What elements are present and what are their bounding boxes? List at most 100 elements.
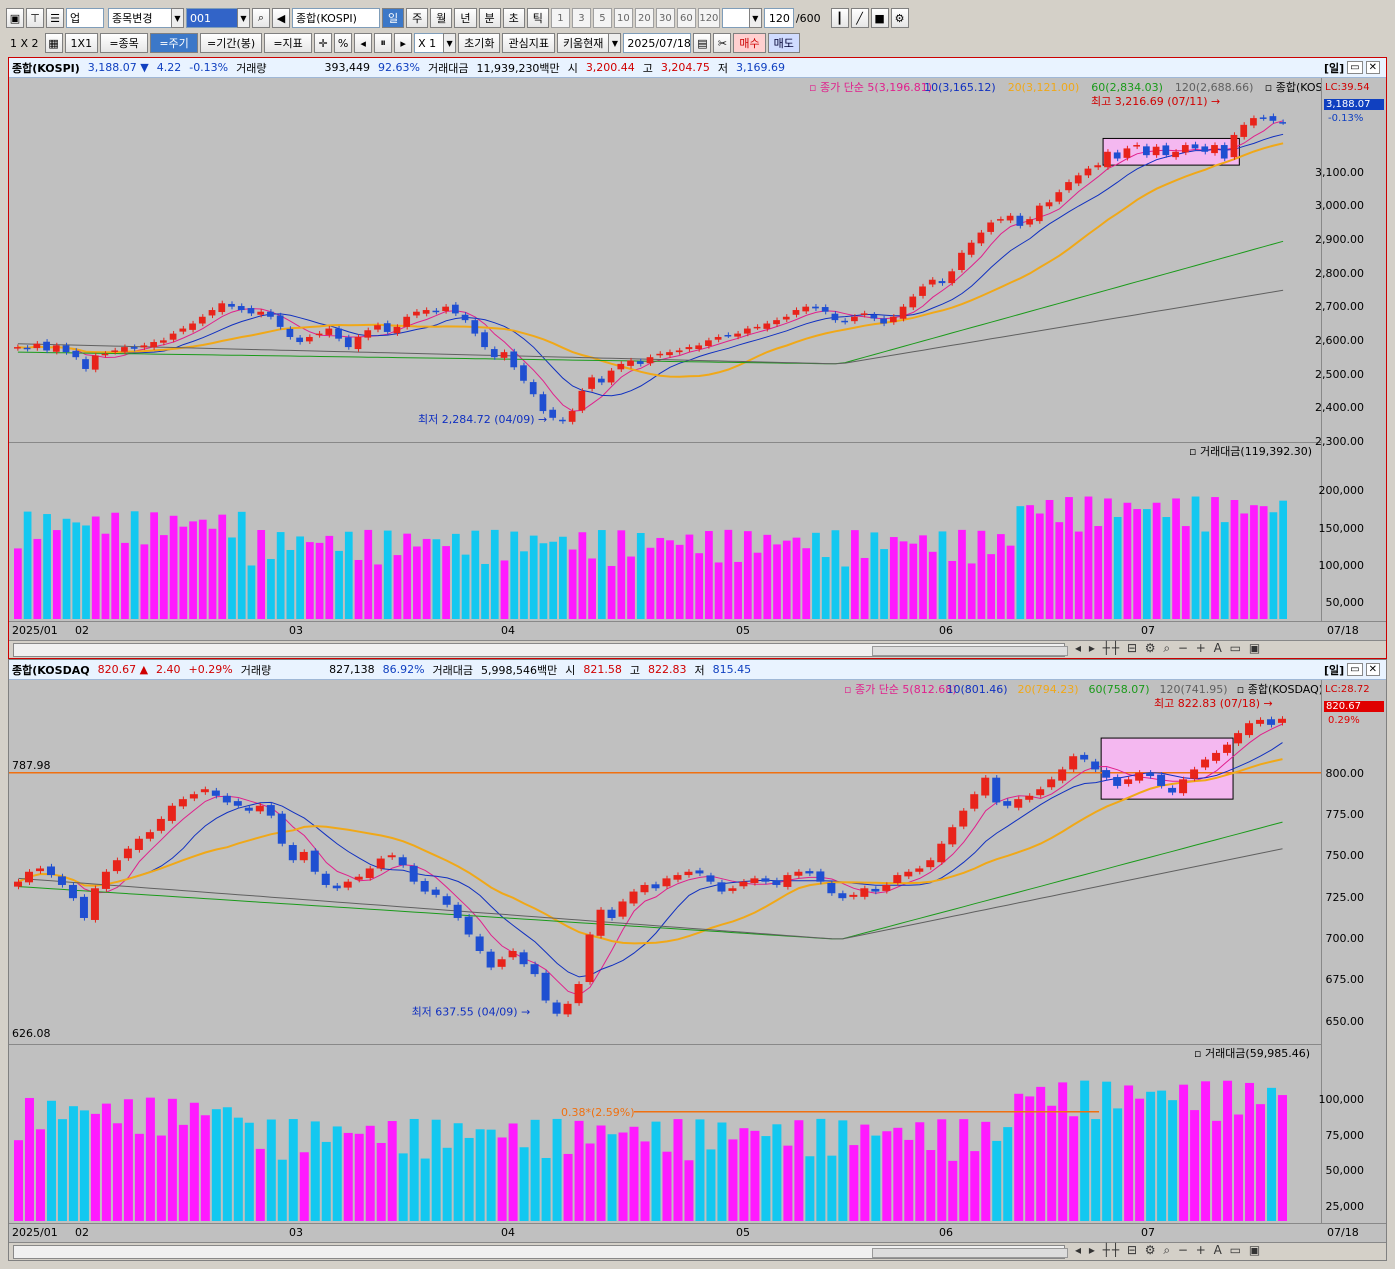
candle-body xyxy=(578,390,586,411)
minute-60-button[interactable]: 60 xyxy=(676,8,696,28)
crosshair-icon[interactable]: ✛ xyxy=(314,33,333,53)
minute-3-button[interactable]: 3 xyxy=(571,8,591,28)
interest-indicator-button[interactable]: 관심지표 xyxy=(502,33,555,53)
kospi-scrollbar[interactable]: ◂ ▸ ┼┼ ⊟ ⚙ ⌕ − + A ▭ ▣ xyxy=(9,640,1386,658)
kosdaq-price-chart[interactable]: 787.98 626.08 ▫ 종가 단순 5(812.68)10(801.46) 2… xyxy=(9,680,1321,1045)
pin-icon[interactable]: ⊤ xyxy=(26,8,44,28)
period-year-tab[interactable]: 년 xyxy=(454,8,477,28)
candle-body xyxy=(1256,719,1265,724)
kospi-price-chart[interactable]: ▫ 종가 단순 5(3,196.81)10(3,165.12) 20(3,121.… xyxy=(9,78,1321,443)
candle-body xyxy=(286,328,294,337)
custom-period-input[interactable] xyxy=(721,8,750,28)
kosdaq-amount-chart[interactable]: ▫ 거래대금(59,985.46) 0.38*(2.59%) xyxy=(9,1045,1321,1223)
minute-30-button[interactable]: 30 xyxy=(655,8,675,28)
amount-bar xyxy=(849,1145,859,1221)
prev-icon[interactable]: ◂ xyxy=(354,33,373,53)
menu-icon[interactable]: ☰ xyxy=(46,8,64,28)
chevron-down-icon[interactable]: ▼ xyxy=(171,8,184,28)
zoom-select[interactable]: X 1 xyxy=(414,33,445,53)
maximize-icon[interactable]: ▭ xyxy=(1347,663,1363,676)
amount-bar xyxy=(607,565,616,619)
chevron-down-icon[interactable]: ▼ xyxy=(237,8,250,28)
kosdaq-scrollbar[interactable]: ◂ ▸ ┼┼ ⊟ ⚙ ⌕ − + A ▭ ▣ xyxy=(9,1242,1386,1260)
amount-bar xyxy=(179,526,188,619)
line-tool-icon[interactable]: ╱ xyxy=(850,8,869,28)
candle-body xyxy=(948,271,956,284)
amount-bar xyxy=(607,1134,617,1221)
scroll-thumb[interactable] xyxy=(872,646,1068,656)
candle-body xyxy=(782,316,790,320)
grid-icon[interactable]: ▦ xyxy=(44,33,63,53)
date-tick-label: 06 xyxy=(939,1226,953,1239)
save-icon[interactable]: ■ xyxy=(870,8,889,28)
candle-body xyxy=(276,315,284,327)
calendar-icon[interactable]: ▤ xyxy=(693,33,712,53)
minute-120-button[interactable]: 120 xyxy=(697,8,720,28)
candle-body xyxy=(705,340,712,347)
minute-1-button[interactable]: 1 xyxy=(550,8,570,28)
scissors-icon[interactable]: ✂ xyxy=(713,33,732,53)
code-input[interactable]: 001 xyxy=(186,8,238,28)
amount-bar xyxy=(255,1148,265,1221)
next-icon[interactable]: ▸ xyxy=(394,33,413,53)
market-select[interactable]: 업 xyxy=(66,8,104,28)
kospi-amount: 11,939,230백만 xyxy=(476,61,560,75)
layout-label[interactable]: 1 X 2 xyxy=(10,36,39,50)
count-input[interactable]: 120 xyxy=(763,8,794,28)
kiwoom-current-button[interactable]: 키움현재 xyxy=(556,33,610,53)
minute-5-button[interactable]: 5 xyxy=(592,8,612,28)
amount-bar xyxy=(1179,1084,1189,1221)
amount-bar xyxy=(296,536,304,619)
amount-bar xyxy=(24,1097,34,1221)
amount-legend: ▫ 거래대금(59,985.46) xyxy=(1194,1047,1310,1060)
period-month-tab[interactable]: 월 xyxy=(430,8,453,28)
kospi-high-label: 고 xyxy=(642,61,653,75)
y-tick-label: 2,500.00 xyxy=(1315,367,1364,381)
candle-body xyxy=(68,884,77,899)
minute-10-button[interactable]: 10 xyxy=(613,8,633,28)
amount-bar xyxy=(208,528,217,619)
search-icon[interactable]: ⌕ xyxy=(252,8,270,28)
kosdaq-low-label: 저 xyxy=(694,663,705,677)
date-input[interactable]: 2025/07/18 xyxy=(623,33,692,53)
period-minute-tab[interactable]: 분 xyxy=(478,8,501,28)
date-tick-label: 03 xyxy=(289,624,303,637)
code-change-select[interactable]: 종목변경 xyxy=(108,8,172,28)
period-week-tab[interactable]: 주 xyxy=(406,8,429,28)
minute-20-button[interactable]: 20 xyxy=(634,8,654,28)
close-icon[interactable]: ✕ xyxy=(1365,663,1380,676)
candle-body xyxy=(958,252,965,270)
speaker-icon[interactable]: ◀ xyxy=(272,8,290,28)
chart-tools-icons[interactable]: ◂ ▸ ┼┼ ⊟ ⚙ ⌕ − + A ▭ ▣ xyxy=(1075,641,1263,655)
pause-icon[interactable]: ⏸ xyxy=(374,33,393,53)
period-button[interactable]: =주기 xyxy=(150,33,199,53)
kospi-amount-chart[interactable]: ▫ 거래대금(119,392.30) xyxy=(9,443,1321,621)
close-icon[interactable]: ✕ xyxy=(1365,61,1380,74)
buy-button[interactable]: 매수 xyxy=(733,33,766,53)
candle-body xyxy=(656,353,664,356)
date-tick-label: 07 xyxy=(1141,624,1155,637)
period-second-tab[interactable]: 초 xyxy=(502,8,525,28)
sell-button[interactable]: 매도 xyxy=(767,33,800,53)
candle-icon[interactable]: ┃ xyxy=(830,8,849,28)
grid-1x1-button[interactable]: 1X1 xyxy=(64,33,99,53)
range-button[interactable]: =기간(봉) xyxy=(200,33,263,53)
scroll-thumb[interactable] xyxy=(872,1248,1068,1258)
amount-bar xyxy=(1220,522,1229,619)
amount-bar xyxy=(233,1117,243,1221)
chevron-down-icon[interactable]: ▼ xyxy=(443,33,457,53)
period-day-tab[interactable]: 일 xyxy=(382,8,405,28)
gear-icon[interactable]: ⚙ xyxy=(890,8,909,28)
period-tick-tab[interactable]: 틱 xyxy=(526,8,549,28)
stock-button[interactable]: =종목 xyxy=(100,33,149,53)
percent-button[interactable]: % xyxy=(334,33,353,53)
chevron-down-icon[interactable]: ▼ xyxy=(748,8,762,28)
window-icon[interactable]: ▣ xyxy=(6,8,24,28)
candle-body xyxy=(500,352,508,358)
reset-button[interactable]: 초기화 xyxy=(458,33,501,53)
amount-bar xyxy=(431,1119,441,1221)
maximize-icon[interactable]: ▭ xyxy=(1347,61,1363,74)
chevron-down-icon[interactable]: ▼ xyxy=(608,33,622,53)
indicator-button[interactable]: =지표 xyxy=(264,33,313,53)
chart-tools-icons[interactable]: ◂ ▸ ┼┼ ⊟ ⚙ ⌕ − + A ▭ ▣ xyxy=(1075,1243,1263,1257)
